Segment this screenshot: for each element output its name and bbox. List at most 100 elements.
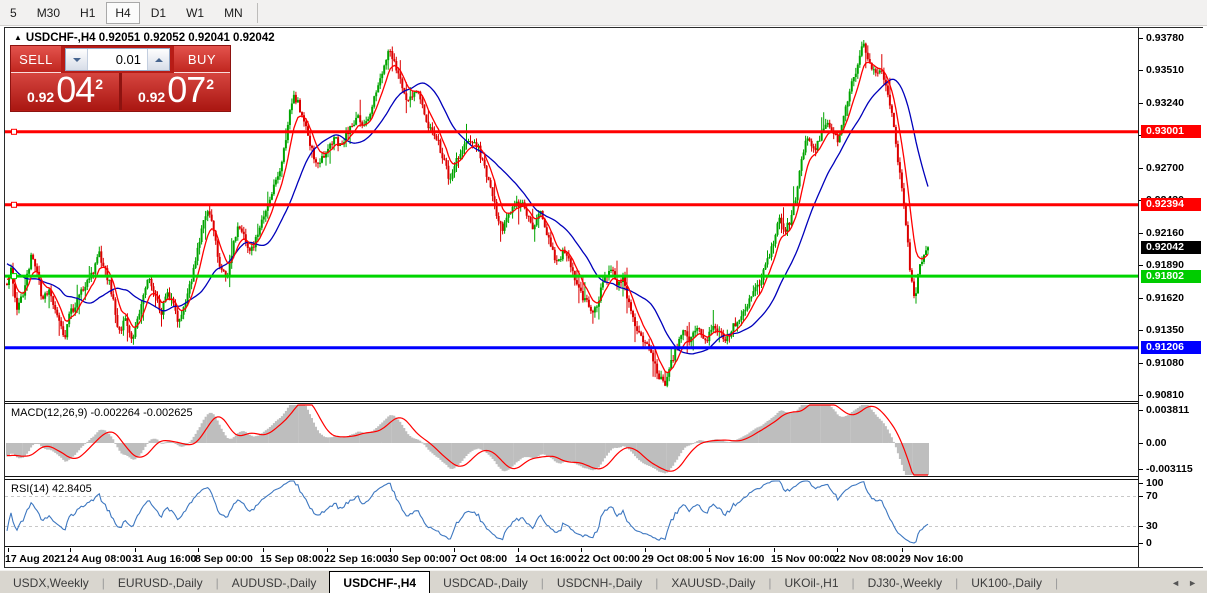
timeframe-button-mn[interactable]: MN: [215, 2, 252, 24]
buy-price-prefix: 0.92: [137, 89, 166, 105]
chart-title-text: USDCHF-,H4 0.92051 0.92052 0.92041 0.920…: [25, 32, 275, 44]
axis-tick: [1139, 102, 1143, 104]
timeframe-button-d1[interactable]: D1: [142, 2, 175, 24]
tab-dj30-weekly[interactable]: DJ30-,Weekly: [867, 575, 943, 590]
timeframe-button-h4[interactable]: H4: [106, 1, 140, 24]
price-chart-panel: ▲ USDCHF-,H4 0.92051 0.92052 0.92041 0.92…: [5, 28, 1138, 402]
volume-input[interactable]: 0.01: [115, 52, 141, 67]
collapse-triangle-icon[interactable]: ▲: [14, 33, 22, 42]
tab-usdchf-h4[interactable]: USDCHF-,H4: [329, 571, 431, 593]
time-tick: [390, 548, 391, 552]
price-tick-label: 0.92700: [1146, 161, 1184, 174]
volume-stepper: 0.01: [65, 48, 170, 71]
timeframe-button-5[interactable]: 5: [1, 2, 26, 24]
hline-anchor-0.92394[interactable]: [11, 201, 17, 208]
time-label: 14 Oct 16:00: [515, 553, 577, 565]
tab-audusd-daily[interactable]: AUDUSD-,Daily: [231, 575, 317, 590]
axis-tick: [1139, 362, 1143, 364]
hline-anchor-0.91802[interactable]: [11, 273, 17, 280]
axis-tick: [1139, 526, 1143, 527]
time-label: 24 Aug 08:00: [67, 553, 132, 565]
tab-usdcnh-daily[interactable]: USDCNH-,Daily: [556, 575, 643, 590]
volume-increase-button[interactable]: [147, 49, 169, 70]
chart-window: ▲ USDCHF-,H4 0.92051 0.92052 0.92041 0.92…: [4, 27, 1203, 568]
timeframe-button-w1[interactable]: W1: [177, 2, 213, 24]
time-tick: [581, 548, 582, 552]
macd-plot[interactable]: [5, 404, 1138, 476]
time-label: 22 Oct 00:00: [578, 553, 640, 565]
axis-tick: [1139, 37, 1143, 39]
macd-tick-label: 0.003811: [1146, 403, 1190, 416]
buy-button[interactable]: BUY: [174, 46, 230, 73]
price-badge-0.91206: 0.91206: [1141, 341, 1201, 355]
candlestick-chart[interactable]: [5, 28, 1138, 400]
tab-separator: |: [540, 575, 544, 590]
sell-price[interactable]: 0.92 04 2: [11, 69, 119, 110]
time-label: 22 Nov 08:00: [834, 553, 899, 565]
macd-signal-line: [6, 404, 928, 476]
time-label: 29 Nov 16:00: [899, 553, 964, 565]
price-tick-label: 0.91890: [1146, 259, 1184, 271]
sell-price-big: 04: [56, 69, 95, 110]
volume-decrease-button[interactable]: [66, 49, 88, 70]
tab-separator: |: [768, 575, 772, 590]
time-tick: [327, 548, 328, 552]
tab-eurusd-daily[interactable]: EURUSD-,Daily: [117, 575, 203, 590]
price-badge-0.93001: 0.93001: [1141, 125, 1201, 139]
axis-tick: [1139, 297, 1143, 299]
time-tick: [837, 548, 838, 552]
ma-slow-line[interactable]: [6, 78, 929, 355]
axis-tick: [1139, 167, 1143, 169]
price-axis[interactable]: 0.937800.935100.932400.929700.927000.924…: [1138, 28, 1203, 567]
time-label: 15 Nov 00:00: [771, 553, 836, 565]
time-tick: [518, 548, 519, 552]
tab-xauusd-daily[interactable]: XAUUSD-,Daily: [671, 575, 756, 590]
tab-usdcad-daily[interactable]: USDCAD-,Daily: [443, 575, 528, 590]
time-tick: [263, 548, 264, 552]
tab-separator: |: [655, 575, 659, 590]
hline-anchor-0.93001[interactable]: [11, 128, 17, 135]
tab-scroll-left-icon[interactable]: ◄: [1171, 577, 1181, 588]
axis-tick: [1139, 482, 1143, 484]
tab-separator: |: [215, 575, 219, 590]
chevron-up-icon: [154, 54, 163, 62]
buy-price[interactable]: 0.92 07 2: [122, 72, 230, 110]
rsi-tick-label: 100: [1146, 476, 1164, 489]
price-tick-label: 0.93510: [1146, 64, 1184, 76]
time-tick: [70, 548, 71, 552]
tab-uk100-daily[interactable]: UK100-,Daily: [971, 575, 1042, 590]
time-tick: [709, 548, 710, 552]
axis-tick: [1139, 542, 1143, 544]
tab-separator: |: [1054, 575, 1059, 590]
timeframe-toolbar: 5 M30 H1 H4 D1 W1 MN: [0, 0, 1207, 26]
timeframe-button-h1[interactable]: H1: [71, 2, 104, 24]
timeframe-button-m30[interactable]: M30: [28, 2, 69, 24]
time-tick: [774, 548, 775, 552]
one-click-trade-panel: SELL 0.01 BUY 0.92 04 2 0.9: [10, 45, 231, 112]
tab-separator: |: [101, 575, 105, 590]
axis-tick: [1139, 265, 1143, 266]
axis-tick: [1139, 70, 1143, 71]
axis-tick: [1139, 395, 1143, 396]
axis-tick: [1139, 442, 1143, 444]
price-tick-label: 0.91620: [1146, 291, 1184, 304]
tab-scroll-right-icon[interactable]: ►: [1188, 577, 1197, 588]
rsi-plot[interactable]: [5, 480, 1138, 546]
axis-tick: [1139, 496, 1143, 497]
time-label: 7 Oct 08:00: [451, 553, 508, 565]
rsi-line: [6, 480, 929, 544]
ma-fast-line[interactable]: [6, 61, 929, 374]
time-tick: [645, 548, 646, 552]
time-axis[interactable]: 17 Aug 2021 24 Aug 08:00 31 Aug 16:00 8 Sep…: [5, 548, 1138, 567]
tab-ukoil-h1[interactable]: UKOil-,H1: [784, 575, 839, 590]
time-label: 15 Sep 08:00: [260, 553, 324, 565]
sell-price-sup: 2: [95, 76, 104, 92]
time-label: 31 Aug 16:00: [132, 553, 197, 565]
axis-tick: [1139, 469, 1143, 471]
price-tick-label: 0.91080: [1146, 356, 1184, 369]
sell-button[interactable]: SELL: [11, 46, 61, 73]
axis-tick: [1139, 232, 1143, 234]
time-tick: [8, 548, 9, 552]
price-tick-label: 0.93780: [1146, 31, 1184, 44]
tab-usdx-weekly[interactable]: USDX,Weekly: [13, 575, 89, 590]
